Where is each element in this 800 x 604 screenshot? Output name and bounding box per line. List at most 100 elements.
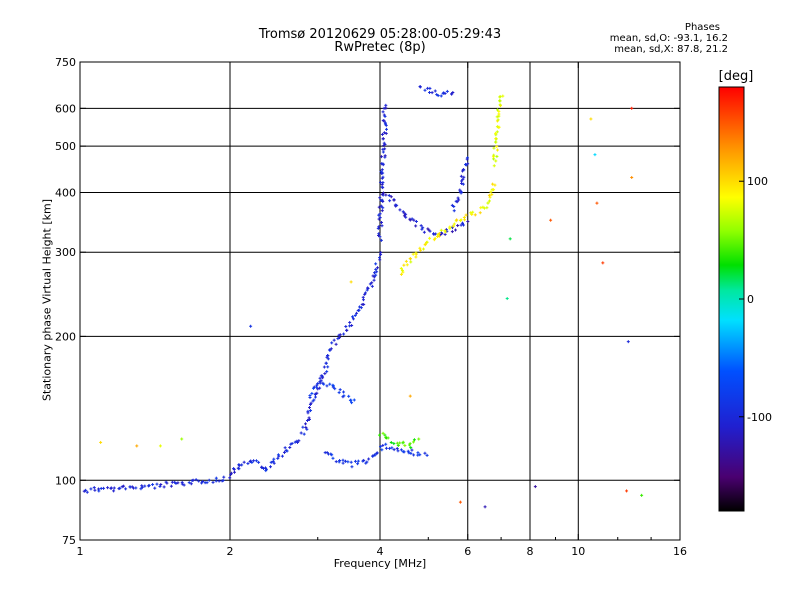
data-point [333, 387, 337, 391]
data-point [365, 460, 369, 464]
data-point [380, 168, 384, 172]
data-point [302, 432, 306, 436]
data-point [93, 488, 97, 492]
data-point [489, 190, 493, 194]
data-point [501, 94, 505, 98]
data-point [377, 225, 381, 229]
data-point [404, 259, 408, 263]
data-point [372, 278, 376, 282]
data-point [248, 460, 252, 464]
data-point [356, 459, 360, 463]
data-point [470, 212, 474, 216]
data-point [490, 193, 494, 197]
data-point [315, 391, 319, 395]
data-point [375, 270, 379, 274]
data-point [439, 228, 443, 232]
data-point [350, 401, 354, 405]
data-point [398, 441, 402, 445]
data-point [400, 268, 404, 272]
data-point [375, 451, 379, 455]
data-point [492, 188, 496, 192]
data-point [102, 486, 106, 490]
data-point [409, 446, 413, 450]
data-point [307, 416, 311, 420]
data-point [359, 306, 363, 310]
data-point [176, 481, 180, 485]
data-points [82, 84, 644, 509]
data-point [260, 465, 264, 469]
data-point [381, 110, 385, 114]
data-point [428, 236, 432, 240]
x-tick-label: 4 [377, 545, 384, 558]
data-point [380, 132, 384, 136]
data-point [408, 442, 412, 446]
data-point [342, 390, 346, 394]
data-point [420, 227, 424, 231]
data-point [374, 262, 378, 266]
data-point [337, 391, 341, 395]
data-point [349, 398, 353, 402]
data-point [395, 203, 399, 207]
data-point [497, 109, 501, 113]
data-point [443, 92, 447, 96]
data-point [312, 398, 316, 402]
data-point [371, 454, 375, 458]
data-point [350, 465, 354, 469]
data-point [495, 154, 499, 158]
data-point [497, 112, 501, 116]
x-tick-label: 8 [527, 545, 534, 558]
data-point [151, 483, 155, 487]
data-point [384, 127, 388, 131]
data-point [593, 153, 597, 157]
data-point [323, 372, 327, 376]
data-point [493, 183, 497, 187]
data-point [381, 431, 385, 435]
phase-stats-heading: Phases [684, 22, 720, 33]
data-point [379, 204, 383, 208]
data-point [140, 484, 144, 488]
data-point [451, 91, 455, 95]
data-point [408, 394, 412, 398]
data-point [325, 384, 329, 388]
data-point [321, 381, 325, 385]
data-point [419, 224, 423, 228]
data-point [318, 376, 322, 380]
data-point [272, 461, 276, 465]
data-point [194, 478, 198, 482]
data-point [280, 454, 284, 458]
data-point [459, 218, 463, 222]
data-point [334, 460, 338, 464]
data-point [269, 460, 273, 464]
data-point [348, 320, 352, 324]
data-point [630, 106, 634, 110]
data-point [334, 342, 338, 346]
data-point [430, 91, 434, 95]
data-point [312, 385, 316, 389]
data-point [349, 460, 353, 464]
data-point [254, 459, 258, 463]
data-point [356, 462, 360, 466]
data-point [404, 215, 408, 219]
data-point [377, 232, 381, 236]
data-point [380, 176, 384, 180]
data-point [505, 297, 509, 301]
data-point [549, 218, 553, 222]
data-point [341, 458, 345, 462]
data-point [372, 275, 376, 279]
y-tick-label: 500 [55, 140, 76, 153]
data-point [495, 115, 499, 119]
y-tick-label: 300 [55, 246, 76, 259]
data-point [330, 453, 334, 457]
data-point [640, 493, 644, 497]
data-point [306, 409, 310, 413]
data-point [382, 131, 386, 135]
data-point [492, 153, 496, 157]
data-point [478, 211, 482, 215]
data-point [367, 457, 371, 461]
data-point [461, 177, 465, 181]
data-point [242, 460, 246, 464]
data-point [358, 305, 362, 309]
data-point [414, 224, 418, 228]
data-point [423, 242, 427, 246]
